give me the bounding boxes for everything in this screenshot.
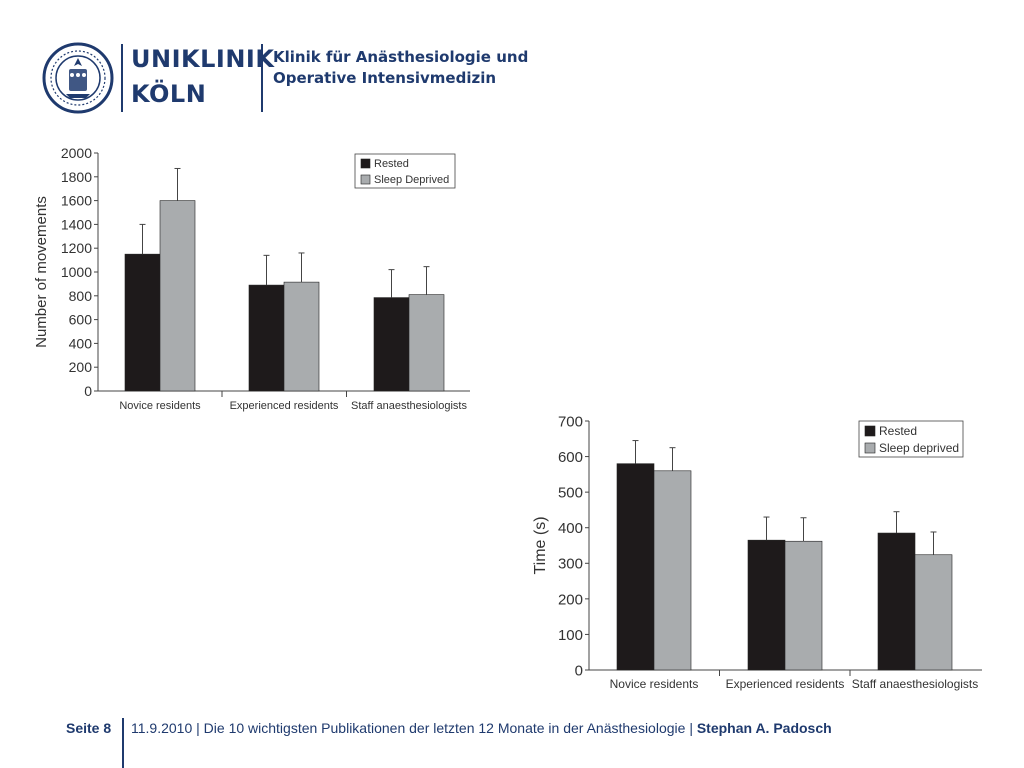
bar: [283, 281, 320, 392]
y-tick-label: 400: [69, 335, 93, 351]
page-number: Seite 8: [66, 720, 112, 736]
y-tick-label: 1200: [61, 240, 92, 256]
footer-divider: [122, 718, 124, 768]
x-category-label: Staff anaesthesiologists: [351, 400, 467, 412]
y-tick-label: 1000: [61, 264, 92, 280]
brand-name-line1: UNIKLINIK: [131, 45, 275, 73]
legend-label: Rested: [879, 424, 917, 438]
university-seal-icon: [42, 42, 114, 114]
bar: [373, 297, 410, 392]
y-tick-label: 2000: [61, 145, 92, 161]
bar: [877, 532, 916, 671]
clinic-name-line2: Operative Intensivmedizin: [273, 69, 497, 87]
legend-label: Sleep Deprived: [374, 174, 449, 186]
y-tick-label: 1800: [61, 169, 92, 185]
footer-separator: |: [689, 720, 693, 736]
y-tick-label: 0: [84, 383, 92, 399]
header-divider-right: [261, 44, 263, 112]
bar: [408, 294, 445, 392]
legend-swatch: [360, 158, 371, 169]
bar: [747, 539, 786, 671]
bar: [784, 540, 823, 671]
x-category-label: Experienced residents: [230, 400, 339, 412]
y-tick-label: 600: [558, 449, 583, 466]
y-tick-label: 0: [575, 662, 583, 679]
footer-date: 11.9.2010: [131, 720, 193, 736]
bar: [653, 470, 692, 671]
y-tick-label: 700: [558, 413, 583, 430]
bar: [159, 200, 196, 392]
y-tick-label: 200: [69, 359, 93, 375]
y-tick-label: 300: [558, 556, 583, 573]
x-category-label: Novice residents: [119, 400, 201, 412]
x-category-label: Experienced residents: [726, 677, 845, 691]
legend-box: [858, 420, 964, 458]
clinic-name-line1: Klinik für Anästhesiologie und: [273, 48, 529, 66]
header-divider-left: [121, 44, 123, 112]
y-tick-label: 600: [69, 312, 93, 328]
legend-swatch: [864, 425, 876, 437]
bar: [124, 253, 161, 392]
y-tick-label: 500: [558, 485, 583, 502]
brand-name-line2: KÖLN: [131, 80, 207, 108]
footer-title: Die 10 wichtigsten Publikationen der let…: [203, 720, 686, 736]
x-category-label: Novice residents: [610, 677, 699, 691]
footer-author: Stephan A. Padosch: [696, 720, 832, 736]
slide-header: UNIKLINIK KÖLN Klinik für Anästhesiologi…: [0, 0, 1024, 130]
bar: [616, 463, 655, 671]
y-tick-label: 200: [558, 591, 583, 608]
y-tick-label: 400: [558, 520, 583, 537]
y-tick-label: 800: [69, 288, 93, 304]
legend-swatch: [360, 174, 371, 185]
legend-label: Rested: [374, 158, 409, 170]
y-axis-label: Number of movements: [33, 196, 50, 348]
bar: [248, 284, 285, 392]
footer-info: 11.9.2010 | Die 10 wichtigsten Publikati…: [131, 720, 832, 736]
y-tick-label: 1400: [61, 216, 92, 232]
y-tick-label: 1600: [61, 193, 92, 209]
legend-swatch: [864, 442, 876, 454]
legend-label: Sleep deprived: [879, 441, 959, 455]
y-axis-label: Time (s): [532, 516, 549, 574]
footer-separator: |: [196, 720, 200, 736]
x-category-label: Staff anaesthesiologists: [852, 677, 979, 691]
y-tick-label: 100: [558, 627, 583, 644]
legend-box: [354, 153, 456, 189]
bar: [914, 554, 953, 671]
slide-footer: Seite 8 11.9.2010 | Die 10 wichtigsten P…: [0, 712, 1024, 768]
